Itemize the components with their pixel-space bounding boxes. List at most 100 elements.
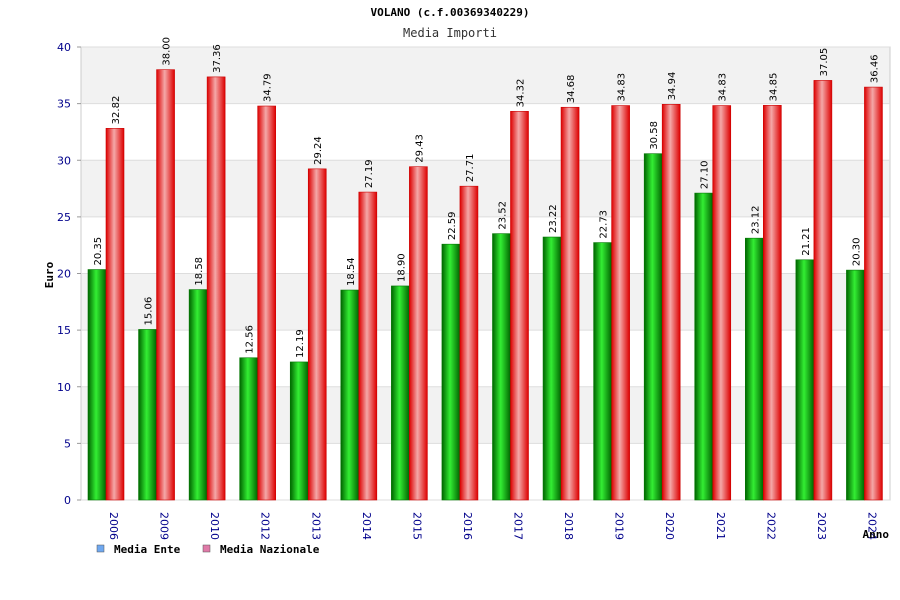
data-label-media-ente-2023: 21.21 (801, 227, 812, 256)
bar-media-ente-2021 (694, 192, 714, 501)
legend-swatch-media-ente (96, 544, 105, 553)
bar-media-nazionale-2009 (156, 69, 175, 501)
data-label-media-ente-2020: 30.58 (649, 121, 660, 150)
bar-media-ente-2009 (138, 329, 157, 501)
bar-media-ente-2006 (87, 269, 107, 501)
data-label-media-ente-2009: 15.06 (144, 297, 155, 326)
y-tick-label: 20 (57, 268, 71, 281)
x-tick-label: 2010 (208, 512, 221, 540)
bar-media-nazionale-2020 (661, 104, 681, 501)
x-tick-label: 2021 (714, 512, 727, 540)
y-tick-label: 30 (57, 154, 71, 167)
legend-label-media-ente: Media Ente (114, 543, 181, 556)
bar-media-nazionale-2018 (560, 106, 580, 501)
chart-subtitle: Media Importi (403, 26, 497, 40)
bar-media-nazionale-2024 (864, 86, 883, 501)
data-label-media-nazionale-2023: 37.05 (819, 48, 830, 77)
legend: Media Ente Media Nazionale (96, 543, 320, 556)
bar-media-ente-2017 (492, 233, 511, 501)
data-label-media-ente-2014: 18.54 (346, 257, 357, 286)
x-tick-label: 2009 (158, 512, 171, 540)
bar-media-nazionale-2022 (763, 105, 782, 501)
data-label-media-nazionale-2019: 34.83 (617, 73, 628, 102)
data-label-media-nazionale-2013: 29.24 (313, 136, 324, 165)
data-label-media-nazionale-2014: 27.19 (364, 159, 375, 188)
data-label-media-nazionale-2020: 34.94 (667, 72, 678, 101)
bar-media-nazionale-2012 (257, 105, 276, 501)
bar-media-nazionale-2010 (206, 76, 226, 501)
x-tick-label: 2013 (309, 512, 322, 540)
bar-media-ente-2018 (542, 236, 562, 501)
data-label-media-ente-2012: 12.56 (245, 325, 256, 354)
y-tick-label: 5 (64, 437, 71, 450)
bar-media-nazionale-2006 (105, 128, 125, 501)
data-label-media-ente-2021: 27.10 (700, 160, 711, 189)
bar-media-nazionale-2023 (813, 80, 833, 501)
chart-title: VOLANO (c.f.00369340229) (371, 6, 530, 19)
data-label-media-ente-2006: 20.35 (93, 237, 104, 266)
legend-swatch-media-nazionale (202, 544, 211, 553)
bar-media-nazionale-2013 (307, 168, 327, 501)
data-label-media-nazionale-2017: 34.32 (516, 79, 527, 108)
y-tick-label: 10 (57, 381, 71, 394)
y-axis-label: Euro (43, 261, 56, 288)
y-tick-label: 25 (57, 211, 71, 224)
x-tick-label: 2022 (764, 512, 777, 540)
data-label-media-ente-2017: 23.52 (498, 201, 509, 230)
bar-media-ente-2010 (188, 289, 208, 501)
bar-media-ente-2020 (643, 153, 663, 501)
x-tick-label: 2006 (107, 512, 120, 540)
x-tick-label: 2023 (815, 512, 828, 540)
bar-media-nazionale-2019 (611, 105, 630, 501)
data-label-media-nazionale-2009: 38.00 (162, 37, 173, 66)
x-tick-label: 2024 (865, 512, 878, 540)
data-label-media-nazionale-2015: 29.43 (414, 134, 425, 163)
data-label-media-ente-2016: 22.59 (447, 212, 458, 241)
bar-media-nazionale-2015 (409, 166, 428, 501)
x-tick-label: 2017 (512, 512, 525, 540)
x-tick-label: 2016 (461, 512, 474, 540)
y-tick-label: 40 (57, 41, 71, 54)
bar-media-ente-2013 (289, 361, 309, 501)
bar-media-ente-2014 (340, 289, 360, 501)
bar-media-ente-2019 (593, 242, 612, 501)
x-tick-label: 2019 (613, 512, 626, 540)
data-label-media-ente-2015: 18.90 (396, 253, 407, 282)
bar-media-nazionale-2021 (712, 105, 732, 501)
x-tick-label: 2020 (663, 512, 676, 540)
bar-media-ente-2016 (441, 243, 461, 501)
data-label-media-nazionale-2024: 36.46 (869, 54, 880, 83)
x-axis-label: Anno (863, 528, 890, 541)
data-label-media-nazionale-2012: 34.79 (263, 73, 274, 102)
y-tick-label: 35 (57, 98, 71, 111)
x-tick-label: 2014 (360, 512, 373, 540)
legend-label-media-nazionale: Media Nazionale (220, 543, 320, 556)
data-label-media-nazionale-2022: 34.85 (768, 73, 779, 102)
data-label-media-ente-2013: 12.19 (295, 329, 306, 358)
bar-media-ente-2023 (795, 259, 815, 501)
data-label-media-nazionale-2010: 37.36 (212, 44, 223, 73)
bar-media-ente-2012 (239, 357, 258, 501)
bar-media-ente-2015 (391, 285, 410, 501)
bar-media-nazionale-2017 (510, 111, 529, 501)
data-label-media-nazionale-2021: 34.83 (718, 73, 729, 102)
bar-media-nazionale-2016 (459, 185, 479, 501)
data-label-media-nazionale-2018: 34.68 (566, 75, 577, 104)
x-tick-label: 2015 (410, 512, 423, 540)
bars: 20.35 32.82 15.06 38.00 18.58 37.36 12.56 34.79… (87, 37, 883, 501)
data-label-media-nazionale-2006: 32.82 (111, 96, 122, 125)
data-label-media-ente-2010: 18.58 (194, 257, 205, 286)
data-label-media-nazionale-2016: 27.71 (465, 154, 476, 183)
x-tick-label: 2018 (562, 512, 575, 540)
data-label-media-ente-2024: 20.30 (851, 237, 862, 266)
bar-media-ente-2024 (846, 269, 865, 501)
bar-media-ente-2022 (745, 237, 764, 501)
data-label-media-ente-2022: 23.12 (750, 206, 761, 235)
bar-media-nazionale-2014 (358, 191, 378, 501)
data-label-media-ente-2018: 23.22 (548, 204, 559, 233)
y-axis-ticks: 0 5 10 15 20 25 30 35 40 (57, 41, 81, 507)
x-axis-ticks: 2006 2009 2010 2012 2013 2014 2015 2016 2017 2018… (107, 512, 878, 540)
y-tick-label: 15 (57, 324, 71, 337)
y-tick-label: 0 (64, 494, 71, 507)
